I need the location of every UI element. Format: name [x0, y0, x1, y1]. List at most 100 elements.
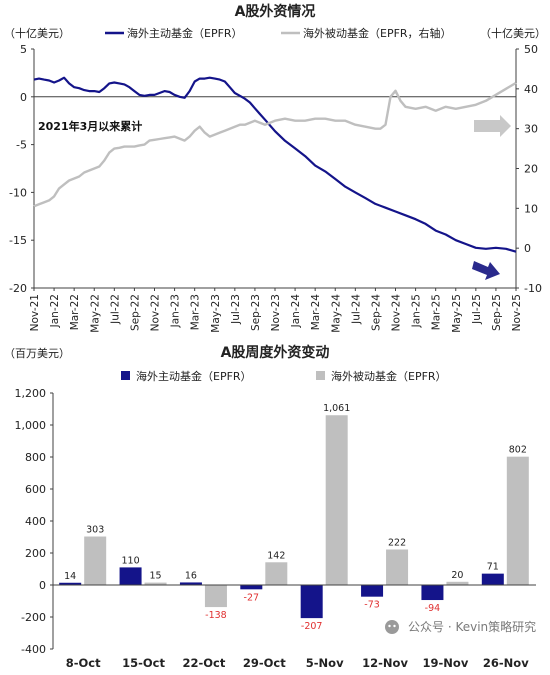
left-tick-label: 0: [20, 91, 27, 104]
x-tick-label: Nov-25: [511, 294, 523, 331]
passive-bar: [84, 536, 107, 585]
passive-bar-label: 802: [509, 445, 527, 456]
line-chart: A股外资情况 （十亿美元） （十亿美元） 海外主动基金（EPFR） 海外被动基金…: [4, 3, 546, 333]
passive-bar: [265, 562, 288, 585]
legend-passive-label: 海外被动基金（EPFR，右轴）: [303, 26, 452, 40]
x-tick-label: Sep-22: [129, 294, 141, 331]
bar-legend: 海外主动基金（EPFR） 海外被动基金（EPFR）: [121, 369, 447, 383]
passive-bar-label: 1,061: [323, 403, 350, 414]
right-tick-label: 50: [524, 43, 538, 56]
x-tick-label: May-23: [210, 294, 222, 333]
right-axis-unit: （十亿美元）: [480, 26, 546, 40]
left-tick-label: -20: [9, 282, 27, 295]
right-tick-label: 30: [524, 123, 538, 136]
bar-category-label: 8-Oct: [66, 656, 101, 670]
legend-passive-bar-label: 海外被动基金（EPFR）: [331, 369, 447, 383]
bar-chart-title: A股周度外资变动: [221, 344, 330, 361]
bar-category-label: 15-Oct: [122, 656, 165, 670]
legend-active-label: 海外主动基金（EPFR）: [127, 26, 243, 40]
active-fund-line: [33, 76, 517, 253]
bar-category-label: 22-Oct: [183, 656, 226, 670]
bar-chart: （百万美元） A股周度外资变动 海外主动基金（EPFR） 海外被动基金（EPFR…: [4, 344, 536, 670]
x-tick-label: Jan-24: [290, 294, 302, 329]
x-tick-label: Jan-22: [49, 294, 61, 328]
wechat-icon: [385, 620, 399, 634]
annotation-text: 2021年3月以来累计: [38, 119, 142, 133]
active-bar-label: -207: [301, 621, 323, 632]
x-tick-label: May-22: [89, 294, 101, 333]
bar-y-tick-label: 200: [25, 547, 46, 560]
active-bar-label: -94: [425, 603, 441, 614]
x-tick-label: Mar-24: [310, 294, 322, 331]
right-tick-label: -10: [524, 282, 542, 295]
active-bar: [59, 582, 82, 585]
bar-y-tick-label: -200: [21, 611, 46, 624]
x-tick-label: Nov-21: [29, 294, 41, 331]
passive-bar: [144, 582, 167, 585]
right-tick-label: 40: [524, 83, 538, 96]
active-bar: [481, 573, 504, 585]
x-tick-label: Mar-23: [190, 294, 202, 330]
active-bar: [240, 585, 263, 590]
bar-y-tick-label: 1,000: [15, 419, 47, 432]
passive-bar: [506, 456, 529, 585]
active-bar: [300, 585, 323, 619]
bar-category-label: 19-Nov: [423, 656, 469, 670]
x-tick-label: Jan-25: [411, 294, 423, 328]
left-axis-unit: （十亿美元）: [4, 26, 70, 40]
x-tick-label: Nov-22: [150, 294, 162, 331]
passive-bar: [386, 549, 409, 585]
active-bar: [179, 582, 202, 585]
bar-category-label: 29-Oct: [243, 656, 286, 670]
x-tick-label: Jul-22: [109, 294, 121, 325]
x-tick-label: Nov-24: [391, 294, 403, 332]
active-bar-label: -73: [364, 600, 380, 611]
watermark: 公众号 · Kevin策略研究: [408, 619, 536, 634]
passive-bar-label: 222: [388, 537, 406, 548]
bar-y-tick-label: 1,200: [15, 387, 47, 400]
active-bar-label: 71: [487, 562, 499, 573]
left-tick-label: -15: [9, 234, 27, 247]
x-tick-label: Nov-23: [270, 294, 282, 331]
left-tick-label: 5: [20, 43, 27, 56]
passive-bar: [204, 585, 227, 608]
right-tick-label: 10: [524, 202, 538, 215]
right-tick-label: 0: [524, 242, 531, 255]
passive-bar-label: 303: [86, 525, 104, 536]
legend-active-bar-swatch: [121, 371, 130, 380]
x-tick-label: Sep-25: [491, 294, 503, 331]
gray-arrow-icon: [474, 115, 511, 137]
x-tick-label: Jul-25: [471, 294, 483, 325]
line-chart-title: A股外资情况: [235, 3, 316, 20]
passive-bar-label: 20: [451, 570, 463, 581]
bar-plot-area: 1,200 1,000 800 600 400 200 0 -200 -400 14 303 8-Oc…: [15, 387, 536, 670]
x-tick-label: Mar-25: [431, 294, 443, 330]
passive-bar: [325, 415, 348, 585]
active-bar-label: 14: [64, 571, 76, 582]
left-tick-label: -10: [9, 186, 27, 199]
x-tick-label: Jul-23: [230, 294, 242, 325]
bar-category-label: 12-Nov: [362, 656, 408, 670]
x-tick-label: Jul-24: [350, 294, 362, 325]
bar-chart-unit: （百万美元）: [4, 347, 70, 360]
passive-bar-label: -138: [205, 610, 227, 621]
active-bar: [119, 567, 142, 585]
left-tick-label: -5: [16, 139, 27, 152]
passive-fund-line: [33, 81, 517, 208]
x-tick-label: May-24: [330, 294, 342, 333]
active-bar-label: -27: [244, 592, 260, 603]
active-bar: [421, 585, 444, 601]
navy-arrow-icon: [472, 261, 500, 280]
x-tick-label: May-25: [451, 294, 463, 333]
bar-y-tick-label: 400: [25, 515, 46, 528]
right-tick-label: 20: [524, 163, 538, 176]
bar-category-label: 26-Nov: [483, 656, 529, 670]
legend-active-bar-label: 海外主动基金（EPFR）: [136, 369, 252, 383]
passive-bar: [446, 581, 469, 585]
active-bar: [361, 585, 384, 597]
bar-y-tick-label: -400: [21, 643, 46, 656]
x-tick-label: Sep-23: [250, 294, 262, 331]
bar-category-label: 5-Nov: [306, 656, 344, 670]
passive-bar-label: 15: [150, 571, 162, 582]
